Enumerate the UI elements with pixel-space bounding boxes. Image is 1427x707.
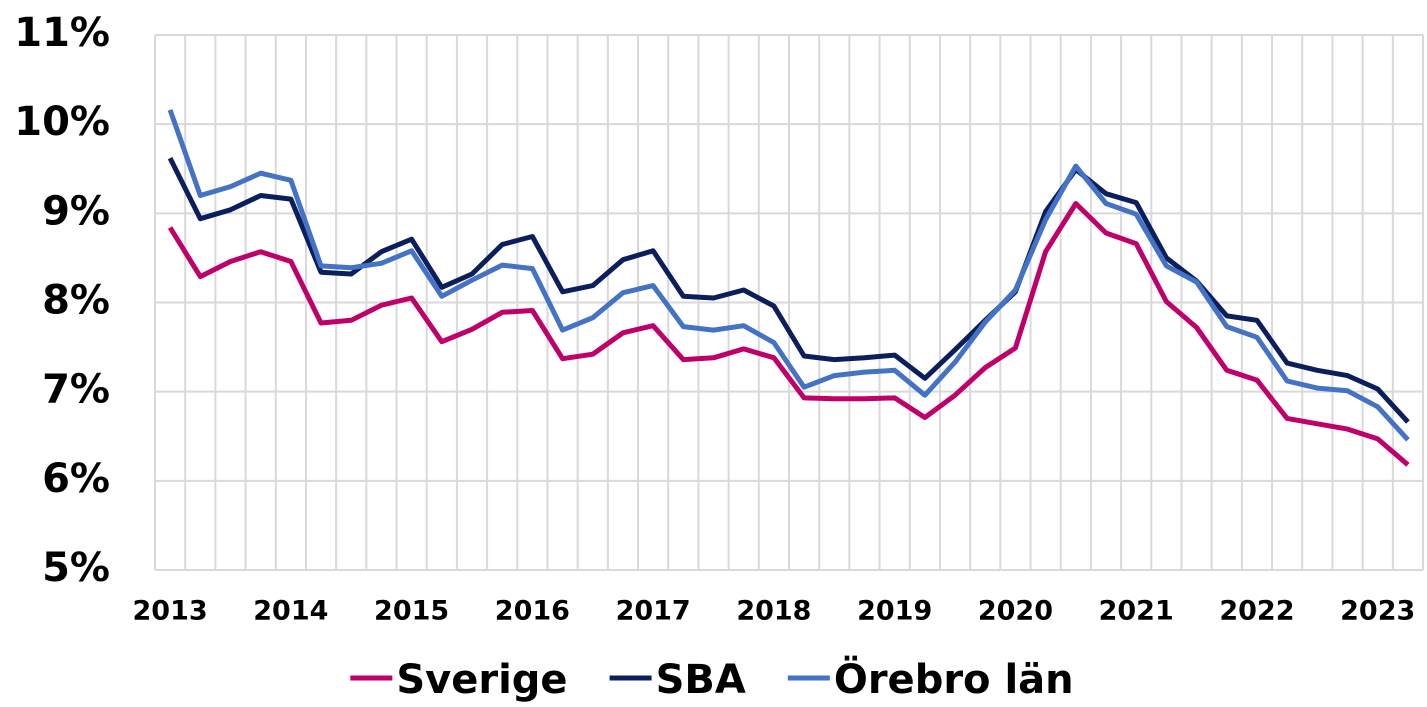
legend-label: SBA [656,657,746,703]
y-tick-label: 5% [42,545,110,591]
legend-label: Örebro län [834,655,1074,703]
x-tick-label: 2021 [1099,596,1174,627]
x-tick-label: 2022 [1219,596,1294,627]
y-tick-label: 7% [42,367,110,413]
x-tick-label: 2019 [857,596,932,627]
x-tick-label: 2020 [978,596,1053,627]
x-tick-label: 2023 [1340,596,1415,627]
y-tick-label: 9% [42,188,110,234]
x-tick-label: 2014 [253,596,328,627]
x-tick-label: 2015 [374,596,449,627]
x-tick-label: 2016 [495,596,570,627]
x-tick-label: 2017 [616,596,691,627]
x-tick-label: 2013 [133,596,208,627]
y-tick-label: 10% [14,99,110,145]
legend-label: Sverige [396,657,567,703]
x-tick-label: 2018 [736,596,811,627]
series-line [167,201,1410,467]
y-tick-label: 6% [42,456,110,502]
series-line [167,109,1410,442]
y-tick-label: 11% [14,10,110,56]
y-tick-label: 8% [42,278,110,324]
